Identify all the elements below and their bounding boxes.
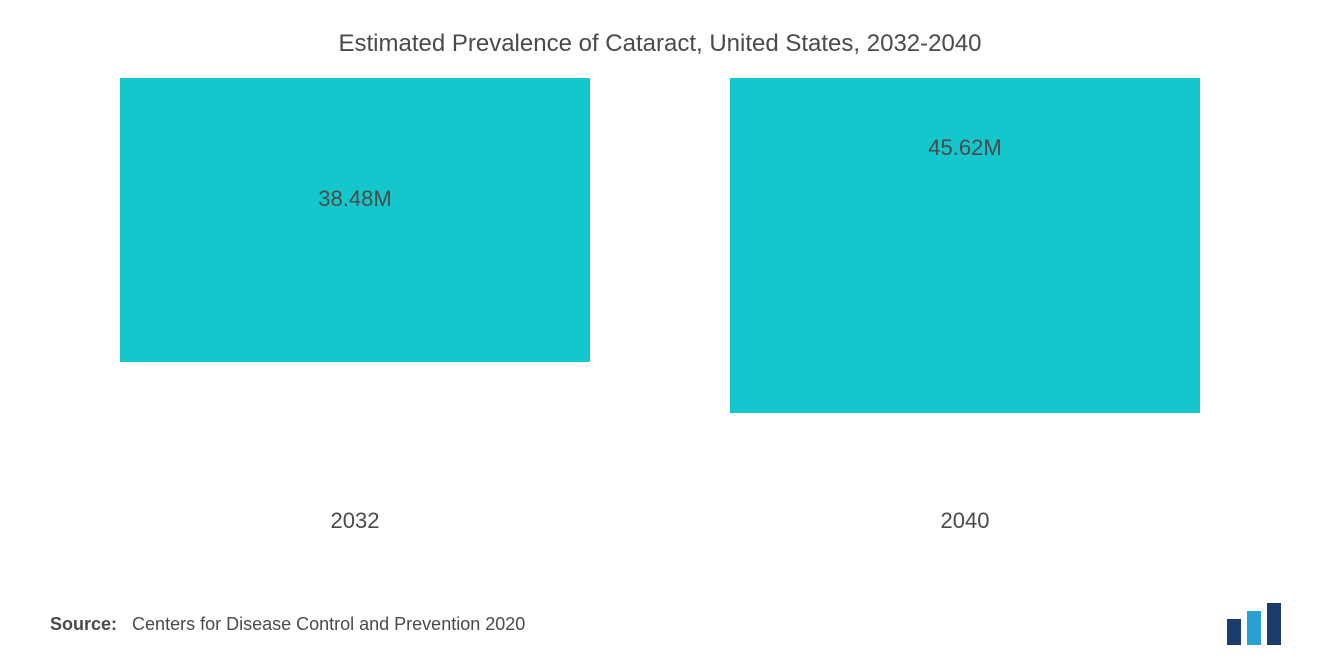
- source-line: Source: Centers for Disease Control and …: [50, 614, 525, 635]
- bar-0: [120, 78, 590, 362]
- bar-group-0: 38.48M: [120, 78, 590, 508]
- chart-container: Estimated Prevalence of Cataract, United…: [0, 0, 1320, 665]
- chart-title: Estimated Prevalence of Cataract, United…: [50, 30, 1270, 58]
- category-text-0: 2032: [331, 508, 380, 533]
- plot-area: 38.48M 45.62M: [120, 78, 1200, 508]
- bar-group-1: 45.62M: [730, 78, 1200, 508]
- brand-logo-icon: [1225, 603, 1285, 645]
- logo-bar-2: [1267, 603, 1281, 645]
- logo-bar-0: [1227, 619, 1241, 645]
- category-label-0: 2032: [120, 508, 590, 534]
- bars-wrapper: 38.48M 45.62M: [120, 78, 1200, 508]
- bar-value-label-1: 45.62M: [928, 135, 1001, 161]
- category-labels: 2032 2040: [120, 508, 1200, 534]
- category-text-1: 2040: [941, 508, 990, 533]
- category-label-1: 2040: [730, 508, 1200, 534]
- source-text: Centers for Disease Control and Preventi…: [132, 614, 525, 634]
- bar-value-label-0: 38.48M: [318, 186, 391, 212]
- logo-bar-1: [1247, 611, 1261, 645]
- bar-1: [730, 78, 1200, 413]
- source-prefix: Source:: [50, 614, 117, 634]
